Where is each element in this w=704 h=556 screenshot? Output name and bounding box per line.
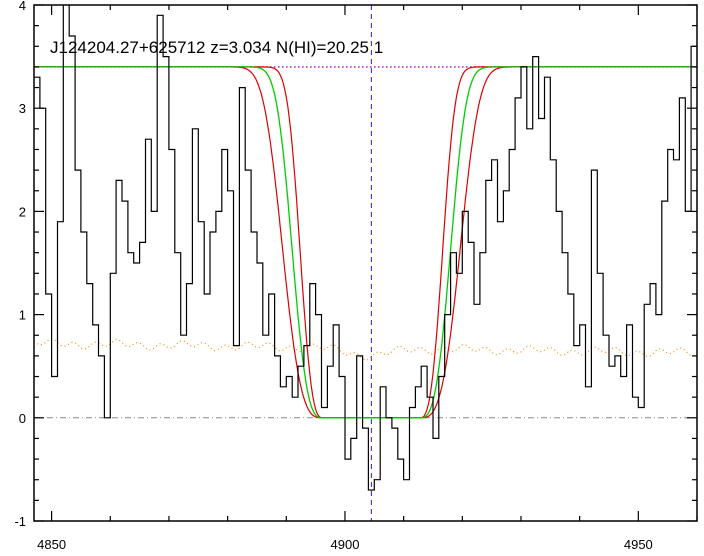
- x-tick-label: 4950: [624, 537, 653, 552]
- y-tick-label: -1: [14, 514, 26, 529]
- y-tick-label: 0: [19, 411, 26, 426]
- y-tick-label: 2: [19, 204, 26, 219]
- x-tick-label: 4900: [331, 537, 360, 552]
- model-fit: [34, 66, 697, 419]
- x-tick-label: 4850: [37, 537, 66, 552]
- plot-area: [33, 5, 698, 521]
- chart-title: J124204.27+625712 z=3.034 N(HI)=20.25 1: [50, 38, 383, 57]
- y-tick-label: 4: [19, 0, 26, 13]
- axes: 4850 4900 4950 -1 0 1 2 3 4: [14, 0, 698, 552]
- flux-spectrum: [34, 5, 697, 491]
- y-tick-label: 3: [19, 101, 26, 116]
- plot-frame: [33, 4, 698, 522]
- y-tick-label: 1: [19, 308, 26, 323]
